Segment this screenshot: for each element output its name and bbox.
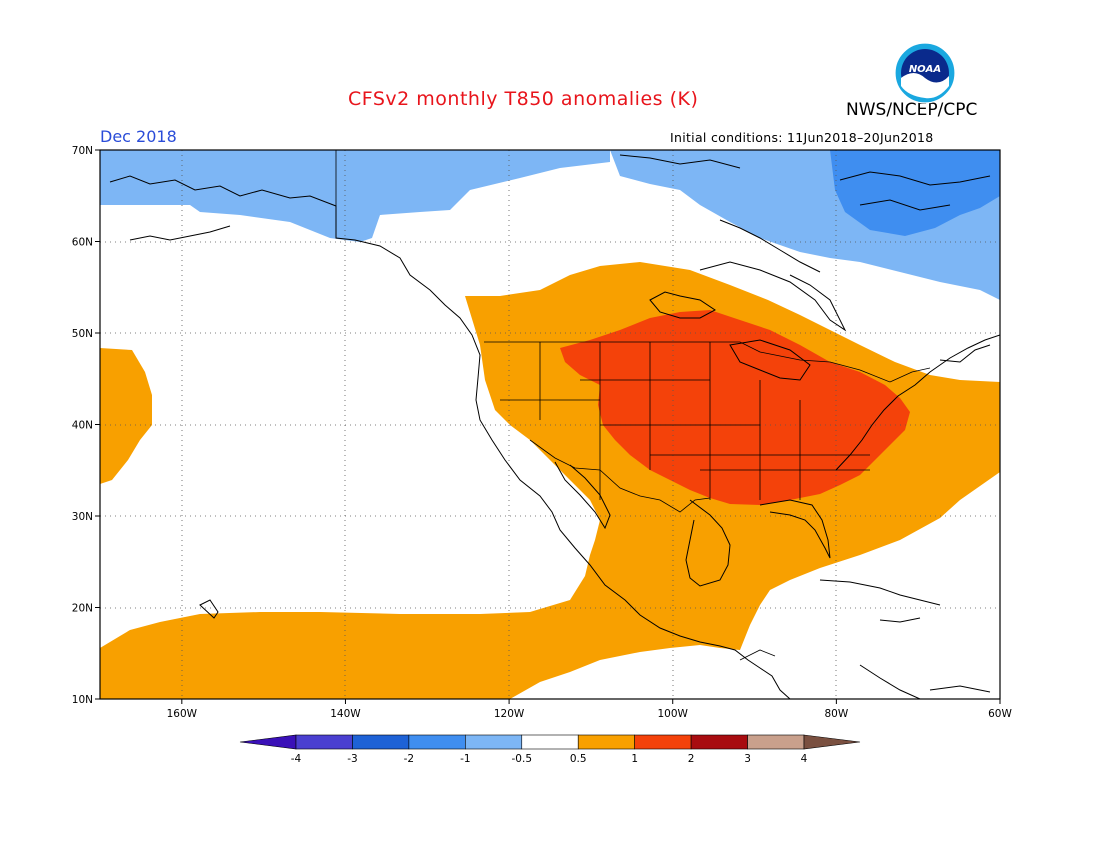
colorbar-swatch xyxy=(747,734,805,750)
colorbar-label: 3 xyxy=(744,753,751,765)
colorbar-swatch xyxy=(690,734,748,750)
colorbar-label: 0.5 xyxy=(570,753,587,765)
lon-tick-label: 160W xyxy=(167,708,198,720)
lat-tick-label: 20N xyxy=(72,603,93,615)
latitude-axis: 70N 60N 50N 40N 30N 20N 10N xyxy=(72,145,100,706)
chart-title: CFSv2 monthly T850 anomalies (K) xyxy=(348,88,699,110)
coastlines xyxy=(109,154,1000,699)
colorbar-label: -1 xyxy=(460,753,470,765)
lon-tick-label: 140W xyxy=(330,708,361,720)
svg-text:NOAA: NOAA xyxy=(909,64,941,75)
noaa-logo: NOAA xyxy=(894,42,956,104)
initial-conditions-label: Initial conditions: 11Jun2018–20Jun2018 xyxy=(670,130,934,145)
map-plot-area xyxy=(100,150,1000,699)
lon-tick-label: 100W xyxy=(658,708,689,720)
valid-month-label: Dec 2018 xyxy=(100,127,177,146)
colorbar-swatch xyxy=(352,734,410,750)
anomaly-region-neg1-baffin xyxy=(830,150,1000,236)
lat-tick-label: 70N xyxy=(72,145,93,157)
lat-tick-label: 40N xyxy=(72,420,93,432)
colorbar-label: -4 xyxy=(291,753,302,765)
graticule xyxy=(100,150,1000,699)
colorbar-legend: -4 -3 -2 -1 -0.5 0.5 1 2 3 4 xyxy=(239,734,861,765)
colorbar-label: 1 xyxy=(631,753,638,765)
longitude-axis: 160W 140W 120W 100W 80W 60W xyxy=(167,699,1012,720)
lon-tick-label: 120W xyxy=(494,708,525,720)
lat-tick-label: 30N xyxy=(72,511,93,523)
anomaly-region-1-central-us xyxy=(560,310,910,505)
colorbar-swatch xyxy=(465,734,523,750)
lat-tick-label: 10N xyxy=(72,694,93,706)
lon-tick-label: 60W xyxy=(988,708,1012,720)
political-borders xyxy=(335,150,931,661)
colorbar-label: 4 xyxy=(801,753,808,765)
colorbar-swatch xyxy=(577,734,635,750)
colorbar-label: -2 xyxy=(404,753,414,765)
colorbar-label: -3 xyxy=(347,753,357,765)
colorbar-swatch xyxy=(521,734,579,750)
lon-tick-label: 80W xyxy=(824,708,848,720)
colorbar-swatch xyxy=(295,734,353,750)
lat-tick-label: 50N xyxy=(72,328,93,340)
anomaly-region-neg05-alaska xyxy=(100,150,610,242)
colorbar-arrow-low xyxy=(239,734,297,750)
colorbar-swatch xyxy=(408,734,466,750)
colorbar-label: 2 xyxy=(688,753,695,765)
colorbar-swatch xyxy=(634,734,692,750)
lat-tick-label: 60N xyxy=(72,237,93,249)
anomaly-region-05-west-pacific xyxy=(100,348,152,484)
colorbar-label: -0.5 xyxy=(512,753,533,765)
colorbar-arrow-high xyxy=(803,734,861,750)
organization-label: NWS/NCEP/CPC xyxy=(846,100,978,120)
